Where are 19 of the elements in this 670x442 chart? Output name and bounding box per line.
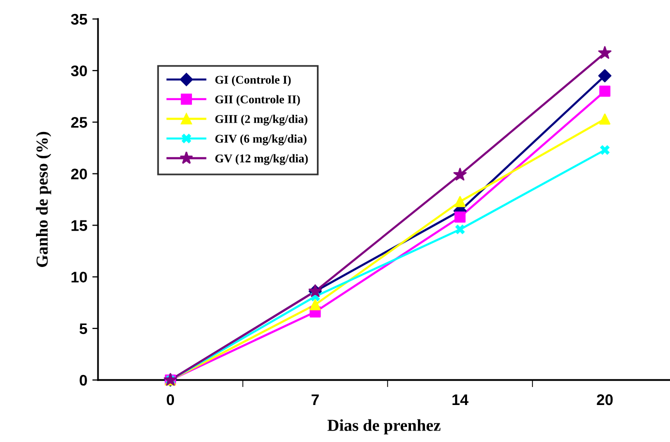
y-tick-label: 25 [71, 117, 88, 128]
x-axis-title: Dias de prenhez [327, 419, 440, 434]
y-tick-label: 5 [80, 323, 88, 334]
y-tick-label: 30 [70, 65, 87, 76]
x-tick-label: 7 [312, 394, 319, 405]
y-tick-label: 10 [72, 272, 87, 283]
legend-label: GIV (6 mg/kg/dia) [215, 134, 306, 146]
legend-label: GV (12 mg/kg/dia) [215, 154, 308, 165]
y-tick-label: 35 [70, 14, 88, 25]
y-tick-label: 15 [72, 220, 88, 231]
y-tick-label: 0 [80, 374, 87, 386]
legend-label: GII (Controle II) [215, 95, 300, 106]
x-tick-label: 14 [452, 394, 468, 405]
y-tick-label: 20 [71, 168, 87, 180]
y-axis-title: Ganho de peso (%) [36, 132, 52, 267]
x-tick-label: 0 [166, 394, 174, 406]
legend-label: GI (Controle I) [215, 75, 291, 86]
legend-label: GIII (2 mg/kg/dia) [215, 114, 308, 126]
x-tick-label: 20 [596, 394, 613, 406]
